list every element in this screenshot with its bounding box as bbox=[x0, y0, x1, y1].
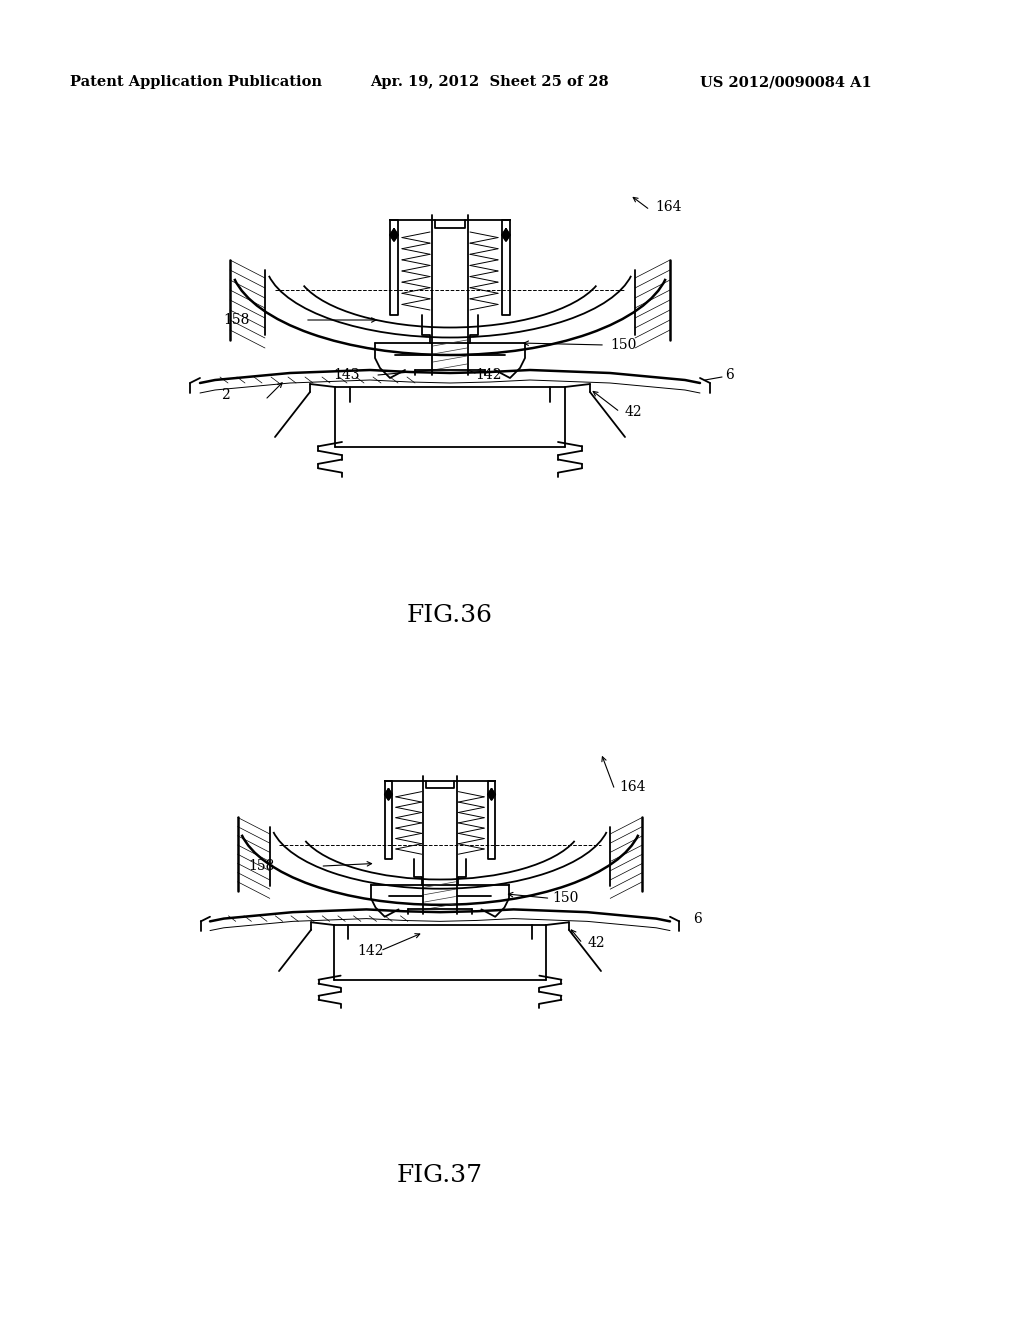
Text: 150: 150 bbox=[610, 338, 636, 352]
Text: 164: 164 bbox=[655, 201, 682, 214]
Text: 150: 150 bbox=[552, 891, 579, 906]
Text: 142: 142 bbox=[475, 368, 502, 381]
Polygon shape bbox=[385, 789, 392, 800]
Polygon shape bbox=[390, 228, 398, 242]
Text: 42: 42 bbox=[587, 936, 605, 950]
Text: 164: 164 bbox=[620, 780, 646, 795]
Text: 6: 6 bbox=[725, 368, 734, 381]
Text: Apr. 19, 2012  Sheet 25 of 28: Apr. 19, 2012 Sheet 25 of 28 bbox=[370, 75, 608, 88]
Text: 143: 143 bbox=[334, 368, 360, 381]
Polygon shape bbox=[502, 228, 510, 242]
Text: 6: 6 bbox=[693, 912, 701, 925]
Text: US 2012/0090084 A1: US 2012/0090084 A1 bbox=[700, 75, 871, 88]
Text: 42: 42 bbox=[625, 405, 643, 418]
Polygon shape bbox=[487, 789, 496, 800]
Text: FIG.36: FIG.36 bbox=[407, 603, 493, 627]
Text: 158: 158 bbox=[223, 313, 250, 327]
Text: FIG.37: FIG.37 bbox=[397, 1163, 483, 1187]
Text: 2: 2 bbox=[221, 388, 230, 403]
Text: 142: 142 bbox=[357, 944, 384, 958]
Text: Patent Application Publication: Patent Application Publication bbox=[70, 75, 322, 88]
Text: 158: 158 bbox=[248, 859, 274, 873]
